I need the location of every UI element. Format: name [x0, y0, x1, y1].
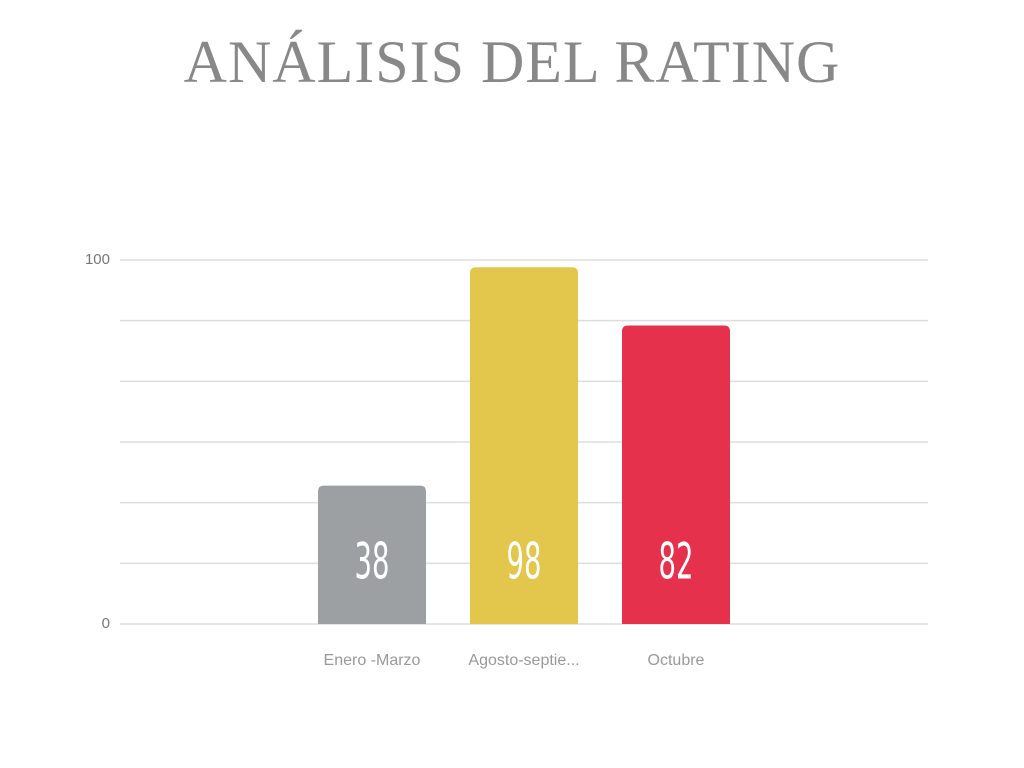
- bar: [622, 325, 730, 624]
- y-tick-label: 0: [102, 615, 110, 632]
- x-tick-label: Enero -Marzo: [324, 652, 421, 669]
- bar: [318, 485, 426, 624]
- chart-title: ANÁLISIS DEL RATING: [184, 29, 841, 95]
- value-label: 38: [355, 533, 390, 591]
- y-tick-label: 100: [85, 251, 110, 268]
- bar: [470, 267, 578, 624]
- value-label: 82: [659, 533, 694, 591]
- value-label: 98: [507, 533, 542, 591]
- x-tick-label: Octubre: [648, 652, 705, 669]
- x-tick-label: Agosto-septie...: [468, 652, 579, 669]
